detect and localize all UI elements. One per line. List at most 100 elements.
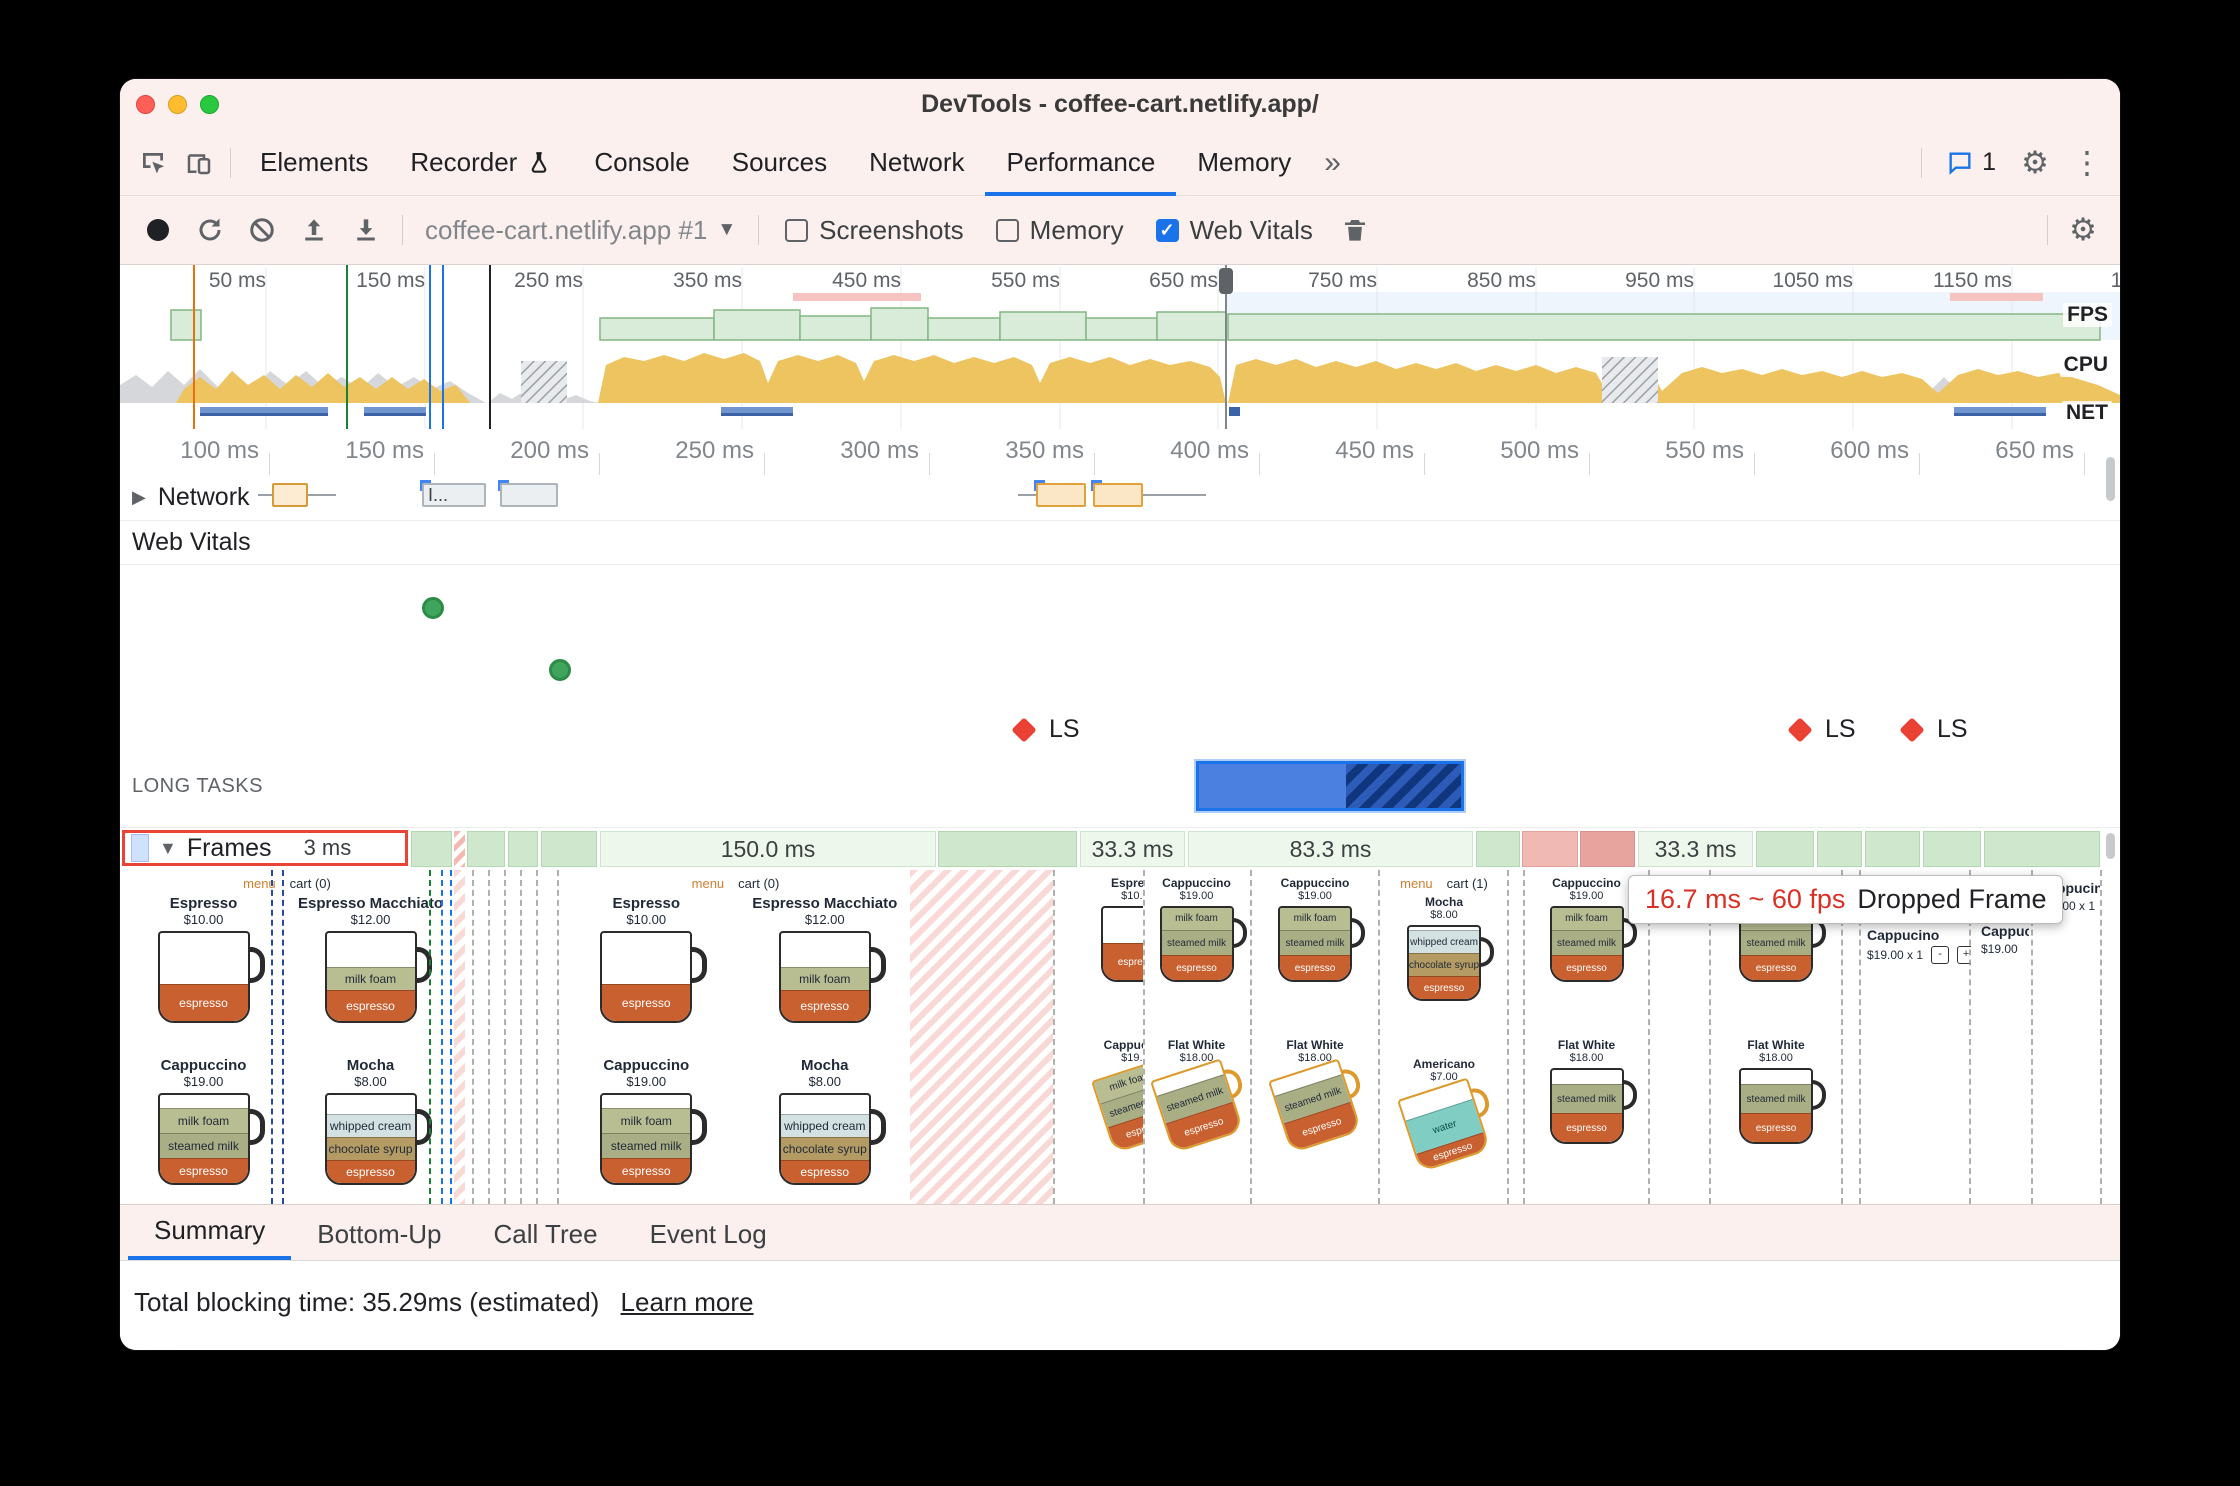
layout-shift-label: LS [1049,715,1080,743]
web-vitals-label[interactable]: Web Vitals [1189,214,1313,245]
tab-recorder[interactable]: Recorder [389,130,573,196]
frame-duration-segment[interactable] [938,831,1077,867]
timeline-ruler[interactable]: 100 ms 150 ms 200 ms 250 ms 300 ms 350 ms 400 … [120,429,2120,476]
frame-duration-segment[interactable] [1476,831,1520,867]
network-request-bar[interactable]: I... [422,483,486,507]
long-task-bar[interactable] [1196,761,1464,811]
quantity-plus-button[interactable]: + [1957,946,1971,964]
frame-duration-segment[interactable]: 33.3 ms [1080,831,1185,867]
filmstrip-frame[interactable]: menu cart (0) Espresso $10.00 espresso Espres… [557,872,914,1202]
more-tabs-chevron[interactable]: » [1324,145,1341,179]
settings-gear-icon[interactable]: ⚙ [2021,144,2049,180]
network-request-bar[interactable] [1036,483,1086,507]
frame-duration-segment[interactable] [1865,831,1920,867]
close-window-button[interactable] [136,95,155,114]
screenshots-label[interactable]: Screenshots [819,214,964,245]
tab-elements[interactable]: Elements [239,130,389,196]
item-name: Mocha [1424,895,1463,909]
kebab-menu-icon[interactable]: ⋮ [2071,144,2103,180]
cart-link: cart (0) [738,876,780,891]
timeline-overview[interactable]: 50 ms 150 ms 250 ms 350 ms 450 ms 550 ms 650 m… [120,265,2120,430]
layout-shift-marker[interactable]: LS [1899,715,1968,744]
screenshots-checkbox-group[interactable]: Screenshots [771,215,978,246]
tab-memory[interactable]: Memory [1176,130,1312,196]
network-request-bar[interactable] [500,483,558,507]
tab-console[interactable]: Console [573,130,710,196]
memory-checkbox-group[interactable]: Memory [982,215,1138,246]
filmstrip-frame[interactable]: Espresso$10.00 espresso Cappuccino$19.00mi… [1053,872,1143,1202]
overview-chart [120,265,2120,429]
filmstrip[interactable]: 16.7 ms ~ 60 fps Dropped Frame menu cart … [120,870,2120,1204]
network-request-bar[interactable] [272,483,308,507]
web-vitals-checkbox-group[interactable]: ✓ Web Vitals [1142,215,1327,246]
frames-scrollbar[interactable] [2106,833,2115,859]
reload-and-record-button[interactable] [186,206,234,254]
filmstrip-frame[interactable]: menu cart (0) Espresso $10.00 espresso Espres… [120,872,454,1202]
filmstrip-frame[interactable]: menu cart (1) Mocha $8.00 whipped cream choco… [1381,872,1507,1202]
tab-performance[interactable]: Performance [985,130,1177,196]
quantity-minus-button[interactable]: - [1931,946,1950,964]
frame-duration-segment[interactable] [1756,831,1814,867]
chevron-right-icon[interactable]: ▶ [132,487,146,507]
layout-shift-diamond-icon [1787,716,1813,743]
chevron-down-icon[interactable]: ▼ [159,837,177,858]
zoom-window-button[interactable] [200,95,219,114]
filmstrip-frame[interactable]: Cappucino$19.00 x 1 [2031,872,2100,1202]
frame-duration-segment[interactable] [1923,831,1981,867]
inspect-element-button[interactable] [130,140,176,186]
capture-settings-gear-icon[interactable]: ⚙ [2069,212,2097,247]
network-request-bar[interactable] [1093,483,1143,507]
load-profile-button[interactable] [290,206,338,254]
screenshots-checkbox[interactable] [785,218,809,242]
tab-call-tree[interactable]: Call Tree [493,1219,598,1249]
learn-more-link[interactable]: Learn more [620,1287,754,1317]
save-profile-button[interactable] [342,206,390,254]
clear-button[interactable] [238,206,286,254]
layout-shift-marker[interactable]: LS [1787,715,1856,744]
cup-body: whipped cream chocolate syrup espresso [778,1093,871,1185]
device-toolbar-button[interactable] [176,140,222,186]
frame-duration-segment[interactable] [1522,831,1578,867]
tab-summary[interactable]: Summary [128,1205,292,1260]
frame-duration-segment[interactable]: 83.3 ms [1188,831,1473,867]
frame-duration-segment[interactable]: 33.3 ms [1638,831,1753,867]
filmstrip-frame[interactable]: Americar$7.00 xCappucir$19.00 [1973,872,2029,1202]
frame-duration-segment[interactable] [541,831,597,867]
network-scrollbar[interactable] [2106,457,2115,501]
web-vital-marker-dot[interactable] [549,659,571,681]
tab-sources[interactable]: Sources [711,130,848,196]
frame-duration-segment[interactable] [467,831,505,867]
frame-duration-segment[interactable] [411,831,452,867]
web-vitals-checkbox[interactable]: ✓ [1155,218,1179,242]
frame-duration-segment[interactable] [1817,831,1862,867]
frame-duration-segment[interactable]: 150.0 ms [600,831,936,867]
record-button[interactable] [134,206,182,254]
frame-duration-segment[interactable] [508,831,538,867]
memory-checkbox[interactable] [995,218,1019,242]
tab-bottom-up[interactable]: Bottom-Up [317,1219,442,1249]
issues-counter[interactable]: 1 [1936,144,2006,181]
minimize-window-button[interactable] [168,95,187,114]
tab-network[interactable]: Network [848,130,985,196]
item-price: $12.00 [350,912,391,927]
item-name: Flat White [1286,1038,1344,1052]
frame-duration-segment[interactable] [454,831,465,867]
frame-duration-segment[interactable] [1580,831,1635,867]
item-name: Cappuccino [1552,876,1621,890]
frames-track-header[interactable]: ▼ Frames 3 ms [122,830,408,866]
trash-icon[interactable] [1331,206,1379,254]
profile-select[interactable]: coffee-cart.netlify.app #1 ▼ [415,215,746,246]
cup-layer: espresso [1551,955,1622,980]
layout-shift-marker[interactable]: LS [1011,715,1080,744]
network-track-label[interactable]: Network [157,483,250,511]
tab-event-log[interactable]: Event Log [649,1219,767,1249]
memory-label[interactable]: Memory [1029,214,1124,245]
web-vital-marker-dot[interactable] [422,597,444,619]
frame-duration-segment[interactable] [1984,831,2100,867]
